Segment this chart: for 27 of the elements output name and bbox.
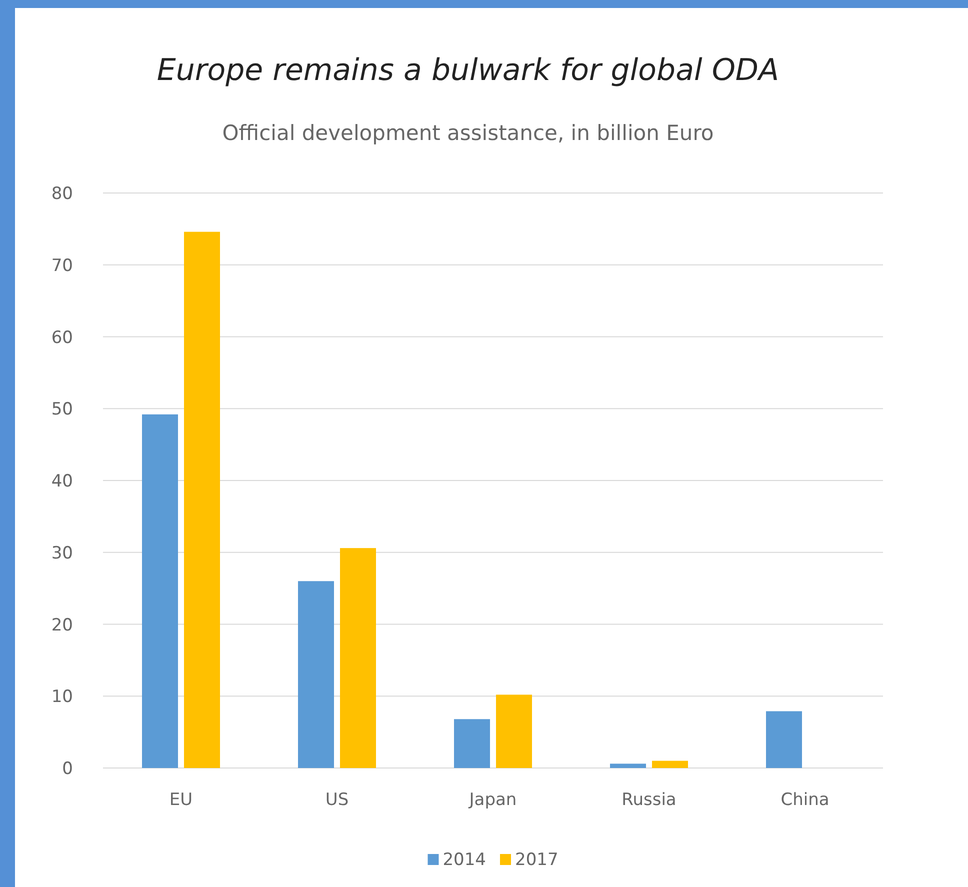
x-tick-label: EU	[169, 790, 193, 810]
legend-label: 2017	[515, 850, 558, 870]
bar	[142, 414, 178, 768]
legend-label: 2014	[442, 850, 486, 870]
bar	[184, 232, 220, 768]
chart-subtitle: Official development assistance, in billion Euro	[222, 121, 714, 145]
chart-title: Europe remains a bulwark for global ODA	[156, 53, 780, 88]
x-tick-label: US	[325, 790, 349, 810]
x-tick-label: China	[780, 790, 830, 810]
y-tick-label: 20	[51, 615, 73, 636]
y-tick-label: 80	[51, 184, 73, 204]
bar	[766, 711, 802, 768]
bar	[340, 548, 376, 768]
y-tick-label: 40	[51, 472, 73, 492]
y-tick-label: 10	[51, 687, 73, 708]
bar	[496, 694, 532, 768]
x-tick-label: Russia	[622, 790, 676, 810]
bar	[610, 764, 646, 768]
bar	[298, 581, 334, 768]
bar	[652, 760, 688, 768]
y-tick-label: 50	[51, 400, 73, 420]
y-tick-label: 0	[62, 759, 73, 779]
y-tick-label: 30	[51, 543, 73, 564]
bar	[454, 719, 490, 768]
y-tick-label: 70	[51, 256, 73, 276]
x-tick-label: Japan	[468, 790, 517, 810]
y-tick-label: 60	[51, 328, 73, 348]
